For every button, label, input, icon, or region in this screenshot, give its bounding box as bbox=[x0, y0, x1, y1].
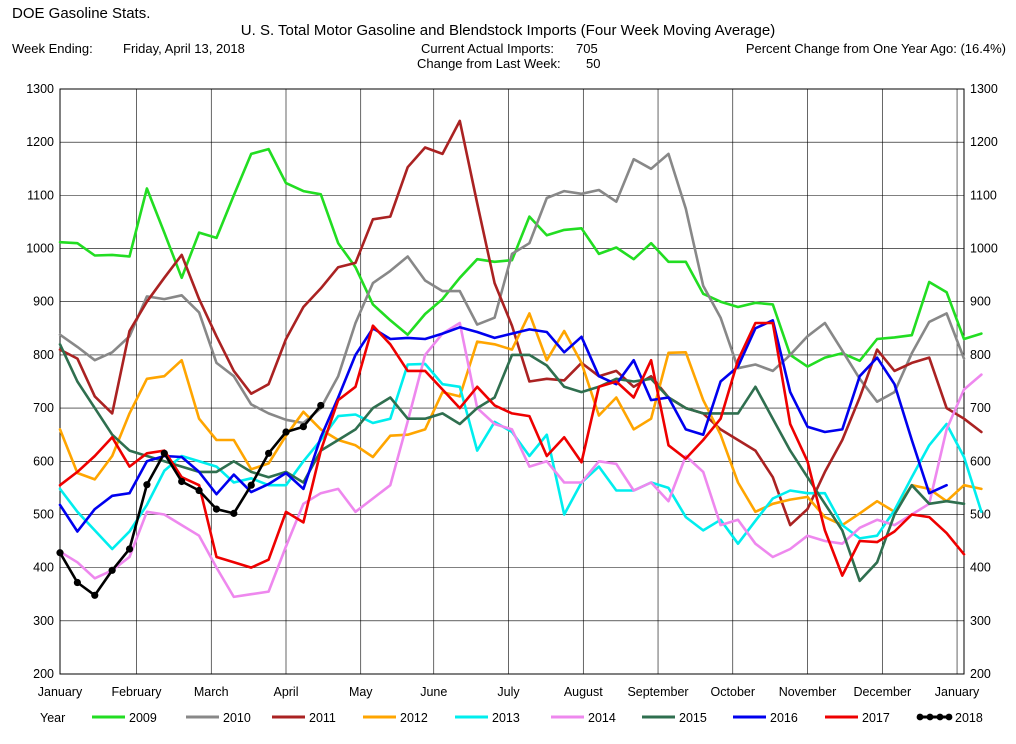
x-tick-label: November bbox=[779, 685, 837, 699]
legend-label-2015: 2015 bbox=[679, 711, 707, 725]
plot-frame bbox=[59, 88, 965, 675]
current-imports-label: Current Actual Imports: bbox=[421, 41, 554, 56]
y-tick-label-left: 1000 bbox=[26, 242, 54, 256]
legend-title: Year bbox=[40, 711, 65, 725]
x-tick-label: February bbox=[111, 685, 162, 699]
data-point-2018 bbox=[247, 481, 255, 489]
y-tick-label-right: 200 bbox=[970, 667, 991, 681]
legend-label-2011: 2011 bbox=[309, 711, 336, 725]
legend-marker-2018 bbox=[926, 713, 934, 721]
data-point-2018 bbox=[317, 401, 325, 410]
legend-label-2017: 2017 bbox=[862, 711, 890, 725]
x-tick-label: July bbox=[497, 685, 520, 699]
grid-lines bbox=[59, 88, 964, 675]
y-tick-label-left: 1100 bbox=[27, 188, 54, 202]
data-point-2018 bbox=[56, 549, 64, 557]
y-tick-label-right: 1000 bbox=[970, 242, 998, 256]
y-tick-label-left: 400 bbox=[33, 561, 54, 575]
y-tick-label-left: 700 bbox=[33, 401, 54, 415]
y-tick-label-left: 300 bbox=[33, 614, 54, 628]
x-tick-label: October bbox=[711, 685, 755, 699]
data-point-2018 bbox=[212, 505, 221, 513]
x-tick-label: January bbox=[935, 685, 980, 699]
legend: Year 2009 2010 2011 2012 2013 2014 2015 2016 201… bbox=[40, 711, 983, 725]
data-point-2018 bbox=[299, 423, 307, 431]
y-tick-label-right: 1100 bbox=[970, 188, 997, 202]
data-point-2018 bbox=[125, 545, 134, 553]
legend-label-2012: 2012 bbox=[400, 711, 428, 725]
data-point-2018 bbox=[143, 481, 151, 489]
legend-label-2009: 2009 bbox=[129, 711, 157, 725]
x-tick-label: March bbox=[194, 685, 229, 699]
y-tick-label-right: 400 bbox=[970, 561, 991, 575]
weekly-change-value: 50 bbox=[586, 56, 601, 71]
y-tick-label-right: 500 bbox=[970, 507, 991, 521]
x-tick-label: September bbox=[627, 685, 688, 699]
y-tick-label-right: 1200 bbox=[970, 135, 998, 149]
legend-label-2016: 2016 bbox=[770, 711, 798, 725]
y-tick-label-right: 900 bbox=[970, 295, 991, 309]
y-tick-label-right: 800 bbox=[970, 348, 991, 362]
percent-change-from-year-ago: Percent Change from One Year Ago: (16.4%… bbox=[745, 41, 1006, 56]
y-tick-label-left: 1200 bbox=[26, 135, 54, 149]
week-ending-label: Week Ending: bbox=[12, 41, 93, 56]
data-point-2018 bbox=[178, 477, 186, 486]
data-point-2018 bbox=[282, 428, 290, 436]
series-line-2011 bbox=[58, 119, 983, 527]
x-tick-label: January bbox=[38, 685, 83, 699]
legend-label-2013: 2013 bbox=[492, 711, 520, 725]
chart-title: U. S. Total Motor Gasoline and Blendstoc… bbox=[240, 22, 776, 39]
y-tick-label-right: 600 bbox=[970, 454, 991, 468]
weekly-change-label: Change from Last Week: bbox=[417, 56, 561, 71]
y-tick-label-right: 700 bbox=[970, 401, 991, 415]
data-point-2018 bbox=[160, 449, 168, 457]
x-tick-label: December bbox=[853, 685, 911, 699]
legend-label-2018: 2018 bbox=[955, 711, 983, 725]
series-line-2016 bbox=[58, 318, 948, 533]
legend-label-2010: 2010 bbox=[223, 711, 251, 725]
y-tick-label-left: 600 bbox=[33, 454, 54, 468]
y-tick-label-right: 300 bbox=[970, 614, 991, 628]
app-title: DOE Gasoline Stats. bbox=[12, 5, 151, 22]
series-line-2009 bbox=[58, 147, 983, 368]
series-line-2015 bbox=[58, 342, 966, 583]
data-point-2018 bbox=[265, 449, 273, 457]
y-tick-label-left: 500 bbox=[33, 507, 54, 521]
week-ending-value: Friday, April 13, 2018 bbox=[123, 41, 245, 56]
y-tick-label-left: 1300 bbox=[26, 82, 54, 96]
y-tick-label-left: 900 bbox=[33, 295, 54, 309]
data-point-2018 bbox=[195, 486, 203, 495]
axis-labels: 200 200 300 300 400 400 500 500 600 600 700 700 800 8… bbox=[26, 82, 998, 699]
current-imports-value: 705 bbox=[576, 41, 598, 56]
series-line-2010 bbox=[58, 152, 966, 425]
legend-marker-2018 bbox=[916, 713, 924, 721]
series-line-2013 bbox=[58, 362, 983, 551]
data-point-2018 bbox=[108, 566, 116, 574]
y-tick-label-right: 1300 bbox=[970, 82, 998, 96]
x-tick-label: June bbox=[420, 685, 447, 699]
legend-marker-2018 bbox=[945, 713, 953, 721]
x-tick-label: May bbox=[349, 685, 373, 699]
x-tick-label: August bbox=[564, 685, 603, 699]
x-tick-label: April bbox=[273, 685, 298, 699]
data-point-2018 bbox=[91, 591, 99, 599]
y-tick-label-left: 200 bbox=[33, 667, 54, 681]
data-point-2018 bbox=[230, 509, 238, 517]
y-tick-label-left: 800 bbox=[33, 348, 54, 362]
data-point-2018 bbox=[73, 578, 81, 587]
series-line-2018 bbox=[58, 404, 323, 597]
legend-label-2014: 2014 bbox=[588, 711, 616, 725]
series-lines bbox=[56, 119, 983, 599]
legend-marker-2018 bbox=[936, 713, 944, 721]
series-line-2017 bbox=[58, 321, 966, 577]
